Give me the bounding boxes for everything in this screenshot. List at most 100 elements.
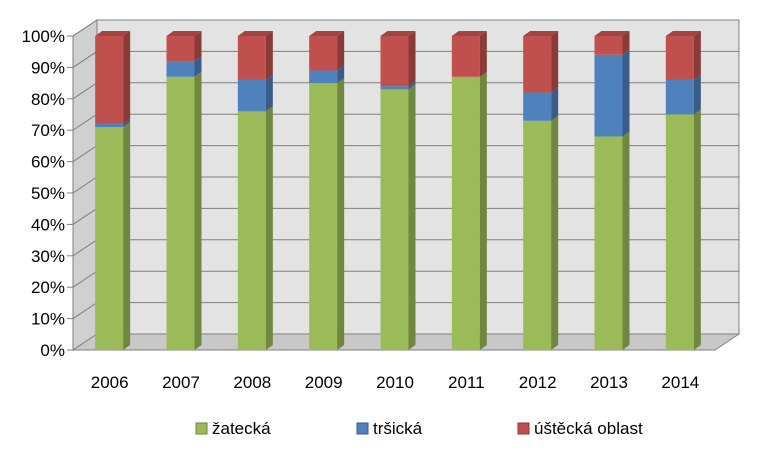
- bar-front: [523, 120, 552, 350]
- bar-front: [95, 123, 124, 128]
- bar-segment: [166, 31, 202, 62]
- legend-label: žatecká: [212, 419, 271, 438]
- bar-front: [309, 70, 338, 84]
- bar-segment: [309, 65, 345, 84]
- bar-side: [551, 31, 559, 93]
- y-tick-label: 20%: [31, 278, 65, 297]
- bar-side: [337, 31, 345, 71]
- bar-front: [594, 36, 623, 55]
- bar-segment: [523, 87, 559, 121]
- bar-segment: [594, 49, 630, 137]
- bar-side: [123, 122, 131, 350]
- x-tick-label: 2007: [162, 373, 200, 392]
- bar-front: [309, 36, 338, 71]
- bar-front: [166, 76, 195, 350]
- bar-side: [479, 71, 487, 350]
- bar-segment: [594, 31, 630, 55]
- bar-segment: [309, 78, 345, 350]
- bar-segment: [237, 74, 273, 112]
- bar-segment: [665, 109, 701, 350]
- bar-segment: [309, 31, 345, 71]
- bar-segment: [380, 31, 416, 87]
- bar-segment: [237, 106, 273, 350]
- bar-side: [123, 118, 131, 128]
- bar-side: [337, 65, 345, 84]
- bar-side: [693, 74, 701, 115]
- bar-segment: [665, 31, 701, 80]
- bar-front: [451, 76, 480, 350]
- bar-front: [665, 114, 694, 350]
- bar-front: [237, 36, 266, 80]
- bar-front: [594, 54, 623, 137]
- bar-segment: [523, 115, 559, 350]
- bar-segment: [237, 31, 273, 80]
- bar-segment: [95, 122, 131, 350]
- bar-segment: [166, 71, 202, 350]
- y-tick-label: 0%: [40, 341, 65, 360]
- bar-side: [265, 106, 273, 350]
- x-tick-label: 2006: [91, 373, 129, 392]
- bar-segment: [665, 74, 701, 115]
- bar-front: [237, 111, 266, 350]
- bar-side: [693, 31, 701, 80]
- bar-segment: [166, 56, 202, 77]
- bar-top: [237, 31, 273, 36]
- y-tick-label: 100%: [22, 27, 65, 46]
- bar-segment: [451, 71, 487, 350]
- bar-side: [551, 87, 559, 121]
- bar-side: [622, 31, 630, 55]
- y-tick-label: 10%: [31, 310, 65, 329]
- bar-segment: [451, 31, 487, 77]
- bar-top: [451, 31, 487, 36]
- y-axis-tick-labels: 0% 10% 20% 30% 40% 50% 60% 70% 80% 90% 100%: [22, 27, 65, 360]
- y-tick-label: 40%: [31, 215, 65, 234]
- bar-side: [194, 31, 202, 62]
- legend-label: tršická: [373, 419, 423, 438]
- legend: žatecká tršická úštěcká oblast: [195, 419, 643, 438]
- bar-side: [194, 71, 202, 350]
- bar-front: [166, 61, 195, 77]
- bar-side: [408, 84, 416, 350]
- bar-front: [451, 36, 480, 77]
- bar-front: [237, 79, 266, 112]
- bar-front: [95, 127, 124, 350]
- bar-front: [665, 79, 694, 115]
- legend-swatch: [195, 422, 208, 435]
- bar-segment: [523, 31, 559, 93]
- y-tick-label: 30%: [31, 247, 65, 266]
- bar-segment: [95, 31, 131, 124]
- bar-front: [309, 83, 338, 350]
- y-tick-label: 80%: [31, 90, 65, 109]
- legend-label: úštěcká oblast: [534, 419, 643, 438]
- x-tick-label: 2012: [519, 373, 557, 392]
- bar-segment: [380, 84, 416, 350]
- bar-side: [408, 81, 416, 90]
- bar-top: [380, 31, 416, 36]
- bar-top: [95, 31, 131, 36]
- y-tick-label: 50%: [31, 184, 65, 203]
- bar-top: [309, 31, 345, 36]
- bar-front: [380, 89, 409, 350]
- x-tick-label: 2011: [448, 373, 485, 392]
- bar-side: [622, 131, 630, 350]
- x-tick-label: 2009: [305, 373, 343, 392]
- bar-front: [380, 36, 409, 87]
- bar-front: [523, 36, 552, 93]
- bar-side: [265, 31, 273, 80]
- x-tick-label: 2014: [661, 373, 699, 392]
- bar-top: [665, 31, 701, 36]
- legend-swatch: [517, 422, 530, 435]
- gridline: [72, 19, 739, 37]
- x-tick-label: 2010: [376, 373, 414, 392]
- bar-side: [265, 74, 273, 112]
- y-tick-label: 70%: [31, 121, 65, 140]
- bar-side: [622, 49, 630, 137]
- y-tick-label: 60%: [31, 153, 65, 172]
- x-axis-tick-labels: 2006 2007 2008 2009 2010 2011 2012 2013 2014: [91, 373, 699, 392]
- bar-top: [594, 31, 630, 36]
- bar-front: [95, 36, 124, 124]
- bar-segment: [95, 118, 131, 128]
- bar-front: [594, 136, 623, 350]
